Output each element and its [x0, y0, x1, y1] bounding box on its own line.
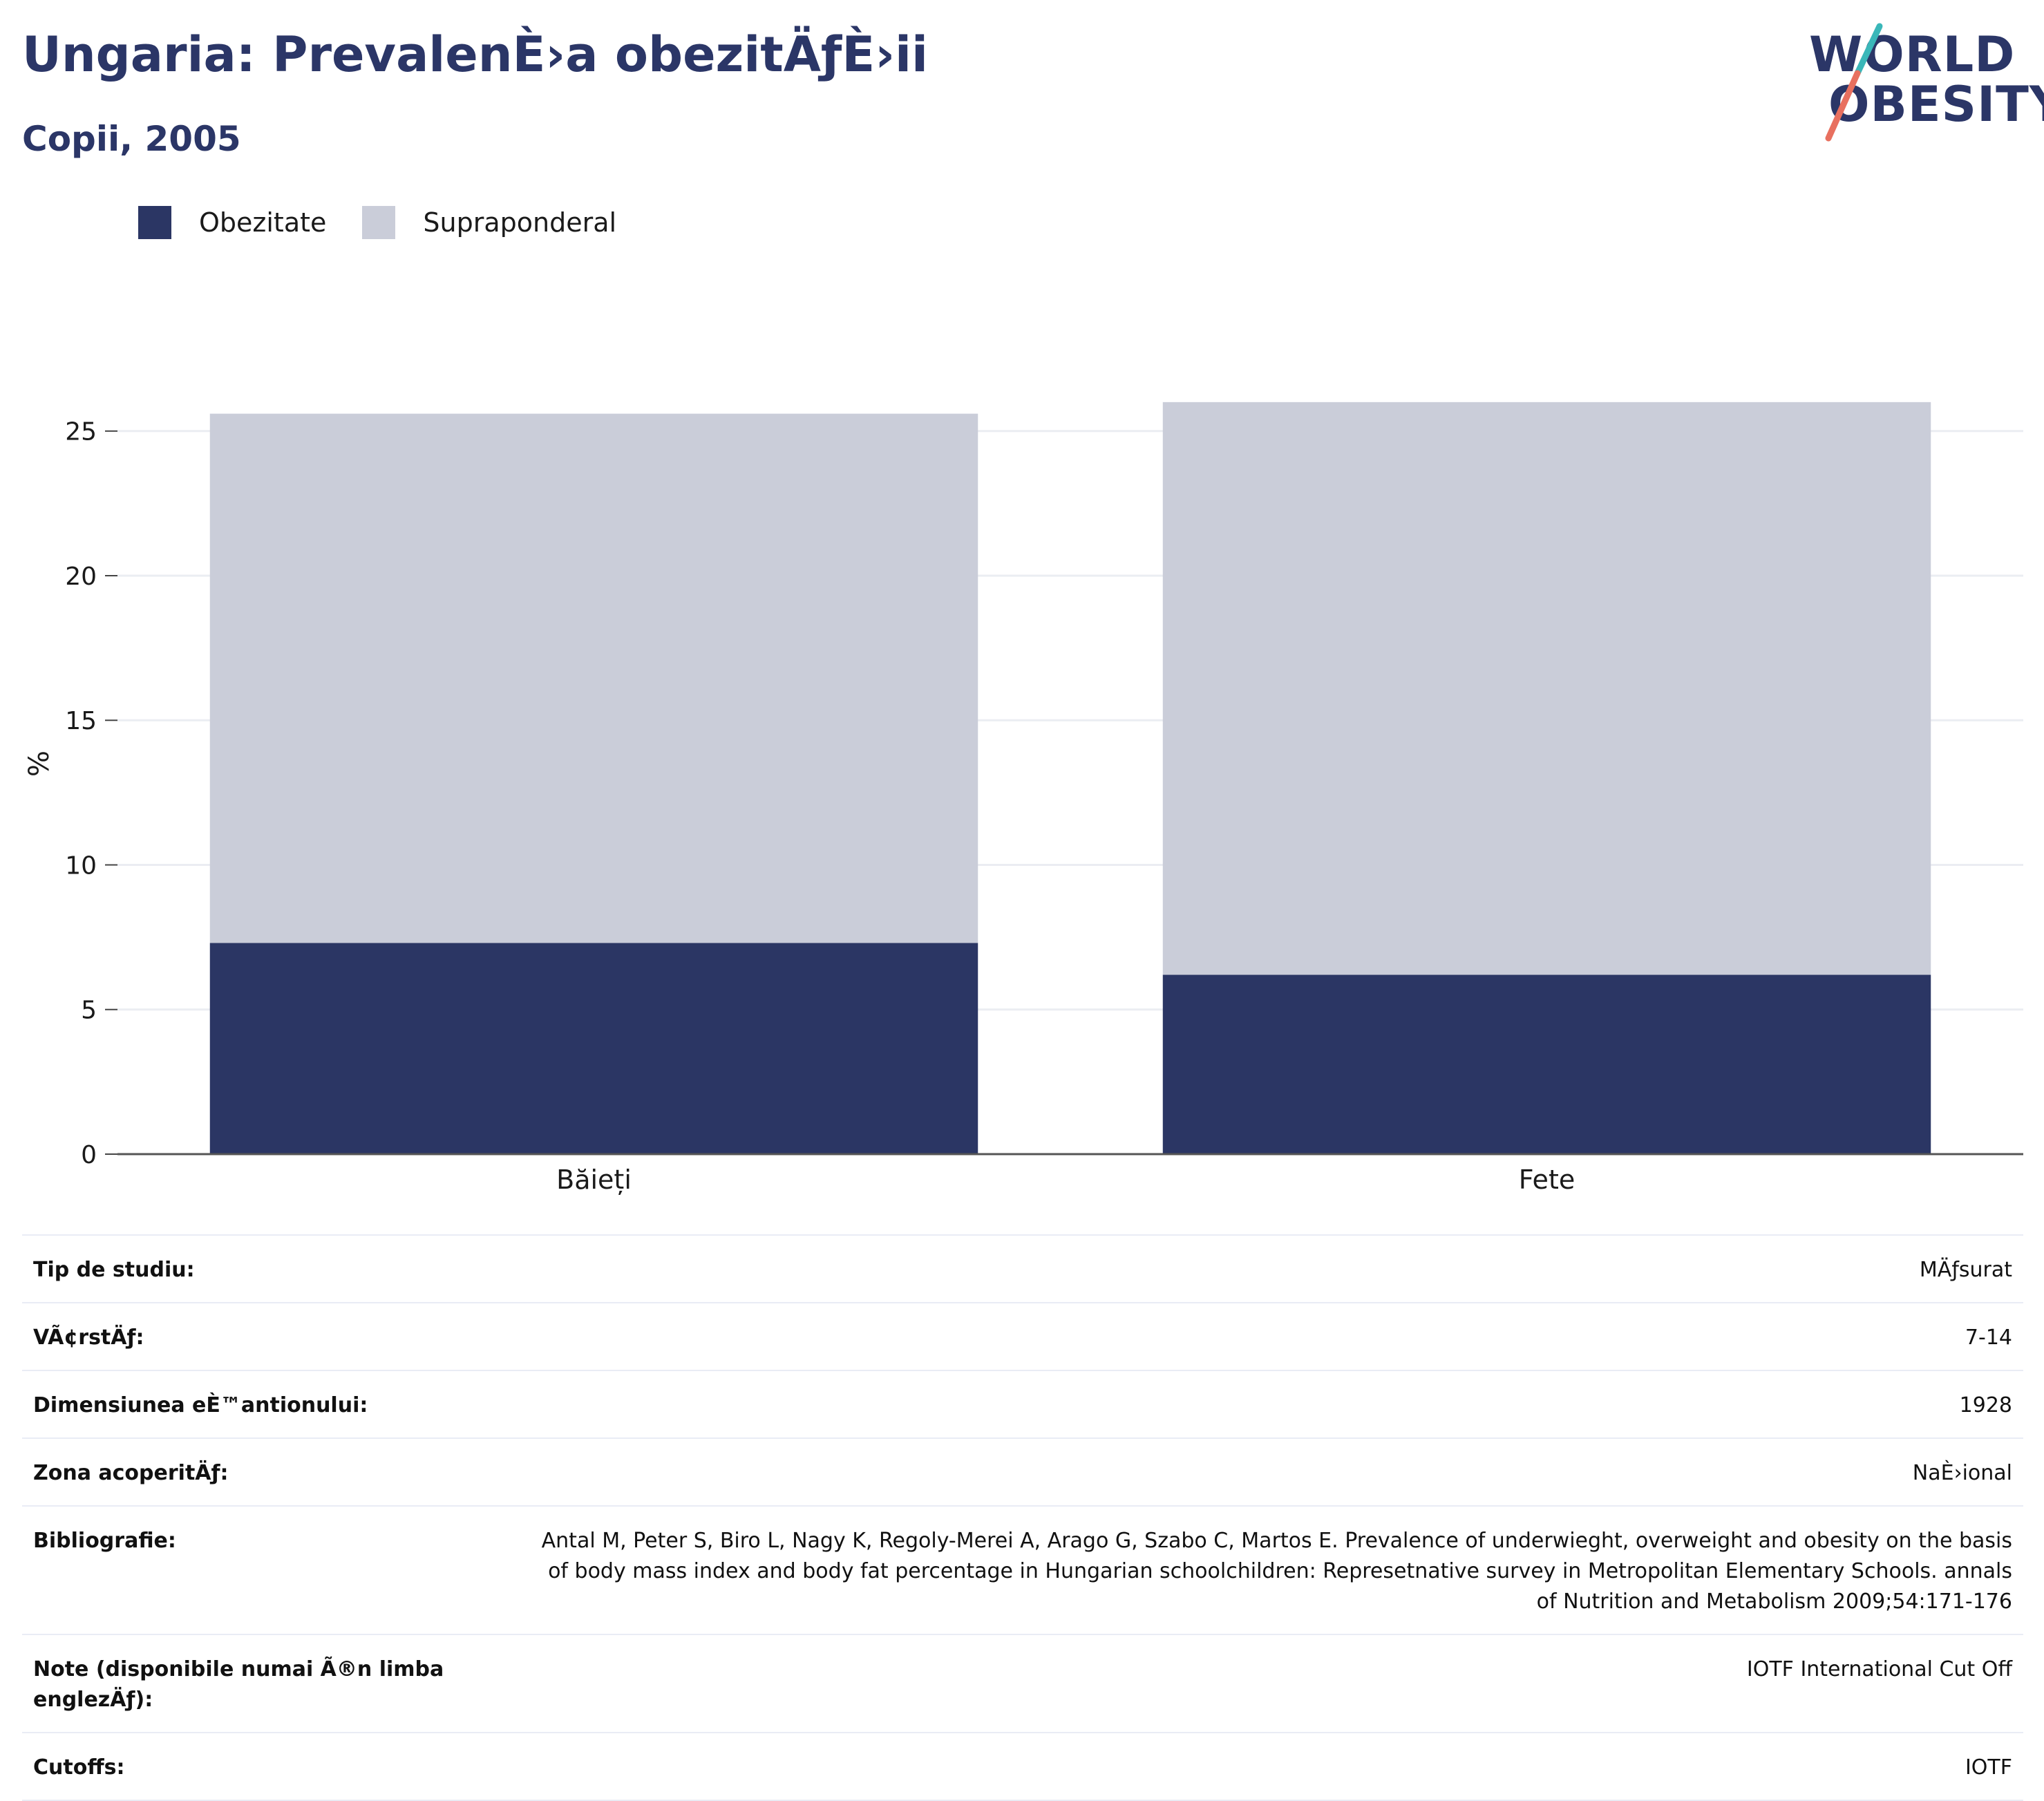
world-obesity-logo[interactable]: WORLD OBESITY [1804, 19, 2044, 144]
info-label: Dimensiunea eÈ™antionului: [33, 1393, 368, 1417]
info-label: VÃ¢rstÄƒ: [33, 1326, 144, 1350]
legend-label: Obezitate [199, 207, 327, 238]
x-tick-label: Fete [1519, 1164, 1575, 1195]
info-label: Bibliografie: [33, 1529, 176, 1553]
info-row-coverage: Zona acoperitÄƒ: NaÈ›ional [22, 1437, 2023, 1505]
logo-line-1: WORLD [1809, 26, 2016, 83]
legend-item-supraponderal[interactable]: Supraponderal [362, 206, 616, 239]
info-label: Note (disponibile numai Ã®n limba englez… [33, 1657, 444, 1712]
x-tick-label: Băieți [556, 1164, 632, 1195]
info-value: MÄƒsurat [1919, 1258, 2012, 1282]
info-label: Zona acoperitÄƒ: [33, 1461, 229, 1485]
info-row-bibliography: Bibliografie: Antal M, Peter S, Biro L, … [22, 1505, 2023, 1634]
info-value: NaÈ›ional [1912, 1461, 2012, 1485]
y-tick-label: 15 [65, 707, 97, 735]
info-value: IOTF [1965, 1755, 2012, 1780]
legend-label: Supraponderal [423, 207, 617, 238]
y-tick-label: 0 [81, 1141, 97, 1169]
info-value: IOTF International Cut Off [1746, 1657, 2012, 1681]
legend-swatch-obezitate [138, 206, 171, 239]
study-info-table: Tip de studiu: MÄƒsurat VÃ¢rstÄƒ: 7-14 D… [22, 1234, 2023, 1801]
legend-swatch-supraponderal [362, 206, 396, 239]
chart-legend: Obezitate Supraponderal [138, 206, 652, 239]
y-tick-label: 5 [81, 997, 97, 1025]
y-tick-label: 25 [65, 418, 97, 446]
page-title: Ungaria: PrevalenÈ›a obezitÄƒÈ›ii [22, 26, 929, 83]
info-row-notes: Note (disponibile numai Ã®n limba englez… [22, 1634, 2023, 1732]
info-row-sample-size: Dimensiunea eÈ™antionului: 1928 [22, 1370, 2023, 1437]
legend-item-obezitate[interactable]: Obezitate [138, 206, 326, 239]
info-row-study-type: Tip de studiu: MÄƒsurat [22, 1234, 2023, 1302]
y-axis-label: % [23, 751, 55, 777]
info-row-age: VÃ¢rstÄƒ: 7-14 [22, 1302, 2023, 1370]
stacked-bar-chart: 0 5 10 15 20 25% Băieți Fete [23, 402, 2023, 1195]
info-value: Antal M, Peter S, Biro L, Nagy K, Regoly… [541, 1529, 2012, 1614]
info-value: 7-14 [1965, 1326, 2012, 1350]
bar-supraponderal-0 [209, 413, 978, 943]
logo-slash-icon [1825, 23, 1883, 142]
y-tick-label: 20 [65, 563, 97, 591]
logo-line-2: OBESITY [1828, 76, 2044, 133]
info-label: Cutoffs: [33, 1755, 125, 1780]
bar-obezitate-1 [1162, 974, 1931, 1154]
bar-supraponderal-1 [1162, 402, 1931, 975]
y-tick-label: 10 [65, 851, 97, 880]
info-row-cutoffs: Cutoffs: IOTF [22, 1732, 2023, 1801]
info-value: 1928 [1959, 1393, 2012, 1417]
info-label: Tip de studiu: [33, 1258, 195, 1282]
page-subtitle: Copii, 2005 [22, 119, 241, 159]
bar-obezitate-0 [209, 943, 978, 1154]
